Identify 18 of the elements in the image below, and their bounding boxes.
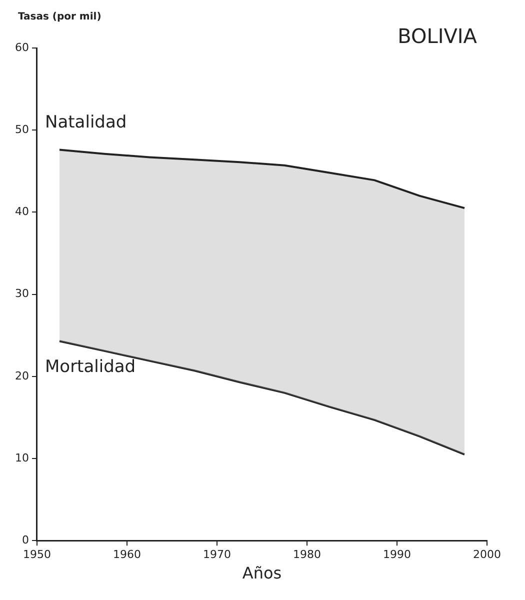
- chart-title: BOLIVIA: [398, 24, 478, 48]
- x-tick-label: 1990: [383, 548, 411, 562]
- y-tick-label: 30: [14, 287, 29, 300]
- x-tick-label: 1950: [22, 548, 51, 562]
- y-tick-label: 10: [14, 451, 29, 464]
- y-tick-label: 0: [22, 533, 29, 546]
- y-tick-label: 20: [14, 369, 29, 382]
- x-tick-label: 1970: [203, 548, 231, 562]
- y-tick-label: 60: [14, 40, 29, 54]
- series-label: Mortalidad: [44, 357, 136, 378]
- series-label: Natalidad: [44, 112, 127, 133]
- x-tick-label: 2000: [473, 548, 501, 562]
- x-tick-label: 1980: [293, 548, 321, 562]
- x-tick-label: 1960: [113, 548, 141, 562]
- y-tick-label: 40: [14, 205, 29, 218]
- y-axis-title: Tasas (por mil): [18, 12, 102, 23]
- x-axis-title: Años: [242, 564, 282, 583]
- y-tick-label: 50: [14, 122, 29, 136]
